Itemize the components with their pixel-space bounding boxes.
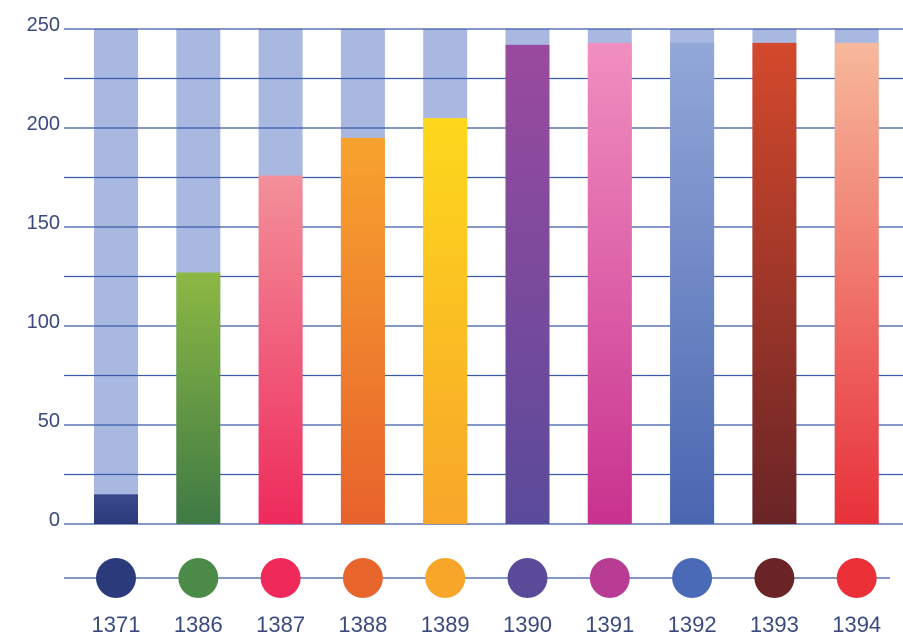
x-category-label: 1394 — [832, 612, 881, 637]
bar-1386 — [176, 272, 221, 524]
bar-1391 — [587, 42, 632, 525]
marker-1391 — [589, 558, 630, 598]
y-axis-ticks: 0 50 100 150 200 250 — [27, 14, 60, 531]
marker-1394 — [836, 558, 877, 598]
x-category-label: 1393 — [750, 612, 799, 637]
marker-1393 — [754, 558, 795, 598]
y-tick-label: 100 — [27, 311, 60, 333]
bar-1387 — [258, 175, 303, 524]
marker-1388 — [342, 558, 383, 598]
bar-1393 — [752, 42, 797, 525]
marker-1390 — [507, 558, 548, 598]
marker-1371 — [96, 558, 136, 598]
year-legend: 1371 1386 1387 1388 1389 1390 1391 1392 1393 1394 — [64, 558, 890, 637]
marker-1387 — [260, 558, 301, 598]
y-tick-label: 0 — [49, 509, 60, 531]
x-category-label: 1387 — [256, 612, 305, 637]
bar-1388 — [340, 137, 385, 524]
x-category-label: 1386 — [174, 612, 223, 637]
x-category-label: 1389 — [421, 612, 470, 637]
x-category-label: 1391 — [585, 612, 634, 637]
x-category-label: 1390 — [503, 612, 552, 637]
x-category-label: 1392 — [668, 612, 717, 637]
bar-1389 — [423, 118, 468, 524]
bar-1390 — [505, 44, 550, 525]
x-category-label: 1388 — [338, 612, 387, 637]
y-tick-label: 50 — [38, 410, 60, 432]
bar-1392 — [670, 42, 715, 525]
bar-1371 — [94, 494, 138, 524]
y-tick-label: 200 — [27, 113, 60, 135]
x-category-label: 1371 — [92, 612, 141, 637]
data-bars — [94, 42, 879, 525]
y-tick-label: 150 — [27, 212, 60, 234]
bar-1394 — [834, 42, 879, 525]
marker-1386 — [178, 558, 219, 598]
marker-1392 — [672, 558, 713, 598]
marker-1389 — [425, 558, 466, 598]
y-tick-label: 250 — [27, 14, 60, 36]
